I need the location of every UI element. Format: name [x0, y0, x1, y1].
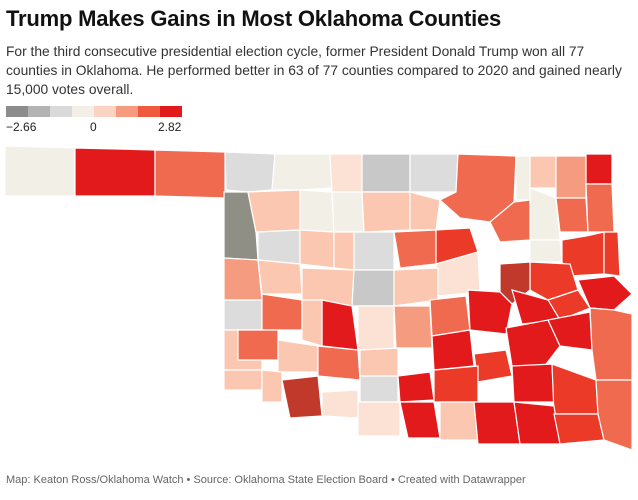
county-noble: [361, 191, 411, 233]
county-coal: [473, 349, 513, 383]
county-major: [299, 189, 335, 233]
county-comanche: [277, 339, 319, 373]
county-dewey: [257, 229, 301, 265]
county-murray: [397, 371, 435, 403]
county-carter: [399, 401, 441, 439]
county-woods: [271, 153, 333, 191]
county-pawnee: [409, 191, 441, 231]
county-harper: [224, 151, 276, 193]
legend-mid-label: 0: [90, 120, 97, 134]
county-love: [439, 401, 479, 441]
county-marshall: [473, 401, 521, 445]
county-washita: [261, 293, 303, 331]
county-cotton: [321, 389, 359, 419]
county-nowata: [529, 155, 557, 189]
county-garfield: [331, 191, 365, 233]
legend-swatch: [138, 106, 160, 117]
county-pontotoc: [431, 329, 475, 371]
county-jefferson: [357, 401, 401, 437]
county-ellis: [223, 191, 259, 261]
county-seminole: [429, 295, 471, 337]
county-beaver: [154, 149, 226, 199]
county-payne: [393, 229, 437, 269]
county-stephens: [359, 375, 399, 403]
legend-gradient: [6, 106, 182, 117]
county-grant: [361, 153, 411, 193]
legend-swatch: [116, 106, 138, 117]
county-texas: [74, 147, 156, 197]
legend-min-label: −2.66: [6, 120, 37, 134]
color-legend: −2.66 0 2.82: [6, 104, 186, 136]
chart-title: Trump Makes Gains in Most Oklahoma Count…: [6, 6, 502, 31]
county-atoka: [511, 363, 555, 403]
county-pottawatomie: [393, 305, 433, 349]
county-johnston: [433, 365, 479, 403]
legend-swatch: [28, 106, 50, 117]
legend-swatch: [6, 106, 28, 117]
county-alfalfa: [329, 153, 363, 193]
county-roger-mills: [223, 257, 263, 301]
county-garvin: [359, 347, 399, 377]
county-adair: [603, 231, 621, 277]
county-mcclain: [317, 345, 361, 381]
county-oklahoma: [351, 269, 395, 307]
county-hughes: [467, 289, 513, 335]
county-kingfisher: [333, 231, 355, 271]
county-craig: [555, 155, 587, 199]
county-sequoyah: [577, 275, 633, 311]
county-cimarron: [4, 145, 76, 197]
county-pittsburg: [505, 319, 561, 373]
county-le-flore: [589, 307, 633, 381]
legend-swatch: [72, 106, 94, 117]
county-custer: [257, 259, 303, 295]
county-jackson: [261, 369, 283, 403]
county-beckham: [223, 299, 263, 331]
county-ottawa: [585, 153, 613, 185]
county-pushmataha: [551, 363, 599, 415]
county-blaine: [299, 229, 335, 269]
chart-subtitle: For the third consecutive presidential e…: [6, 44, 622, 97]
county-wagoner: [529, 239, 563, 263]
county-caddo: [321, 299, 359, 351]
legend-max-label: 2.82: [158, 120, 182, 134]
county-kiowa: [237, 329, 279, 361]
county-bryan: [513, 401, 561, 445]
county-choctaw: [553, 413, 605, 445]
county-washington: [515, 155, 531, 201]
county-mayes: [555, 197, 589, 233]
county-logan: [353, 231, 395, 271]
legend-swatch: [50, 106, 72, 117]
county-kay: [409, 153, 459, 193]
chart-footer: Map: Keaton Ross/Oklahoma Watch • Source…: [6, 474, 526, 486]
county-grady: [301, 299, 323, 347]
legend-swatch: [160, 106, 182, 117]
county-mccurtain: [595, 379, 633, 451]
legend-swatch: [94, 106, 116, 117]
county-tulsa: [489, 199, 531, 243]
county-delaware: [585, 183, 615, 233]
county-woodward: [247, 189, 301, 233]
county-harmon: [223, 369, 263, 391]
county-cleveland: [357, 305, 395, 351]
county-tillman: [281, 375, 323, 419]
oklahoma-county-map: [4, 145, 633, 451]
